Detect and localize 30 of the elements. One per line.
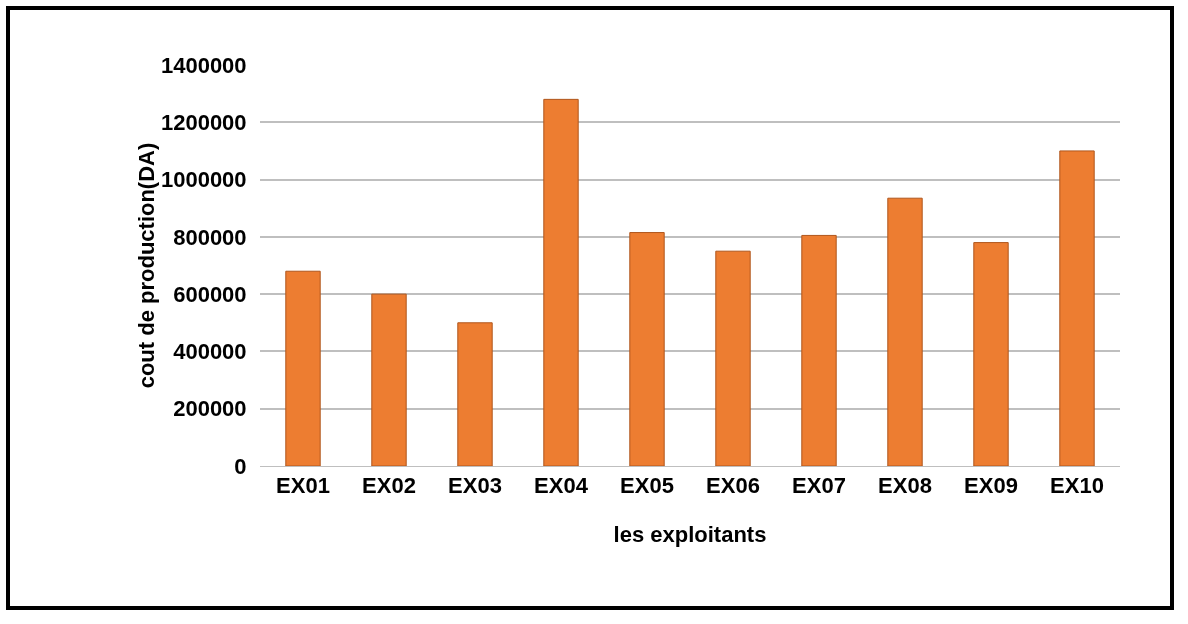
x-tick-label: EX03: [448, 473, 502, 499]
x-tick-label: EX08: [878, 473, 932, 499]
y-tick-label: 1400000: [160, 52, 247, 78]
x-tick-label: EX07: [792, 473, 846, 499]
y-tick-label: 0: [234, 453, 247, 479]
bar: [457, 322, 493, 466]
bar: [285, 270, 321, 466]
bar: [887, 197, 923, 466]
x-tick-label: EX06: [706, 473, 760, 499]
bar: [371, 293, 407, 466]
bar: [973, 242, 1009, 466]
y-tick-label: 200000: [173, 396, 247, 422]
bar: [1059, 150, 1095, 466]
x-tick-label: EX09: [964, 473, 1018, 499]
y-tick-label: 400000: [173, 339, 247, 365]
x-axis-title: les exploitants: [613, 522, 767, 547]
x-tick-label: EX05: [620, 473, 674, 499]
y-tick-label: 600000: [173, 281, 247, 307]
y-tick-label: 1000000: [160, 167, 247, 193]
y-tick-label: 1200000: [160, 109, 247, 135]
bar: [801, 234, 837, 466]
x-tick-label: EX01: [276, 473, 330, 499]
bar: [629, 232, 665, 466]
x-tick-label: EX10: [1050, 473, 1104, 499]
bar: [543, 98, 579, 466]
x-tick-label: EX02: [362, 473, 416, 499]
bar: [715, 250, 751, 466]
x-tick-label: EX04: [534, 473, 589, 499]
y-axis-title: cout de production(DA): [133, 142, 159, 389]
y-tick-label: 800000: [173, 224, 247, 250]
